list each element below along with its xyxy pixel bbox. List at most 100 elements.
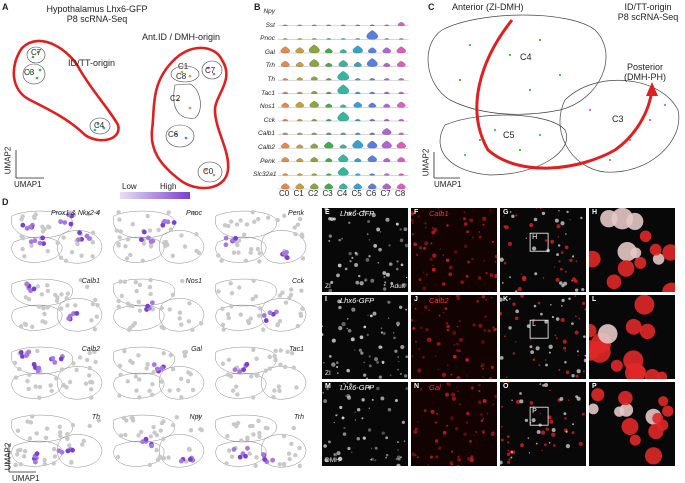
violin-shape	[311, 24, 317, 26]
micrograph-panel: L	[589, 295, 675, 379]
feature-plot-umap	[10, 346, 103, 400]
violin-shape	[398, 118, 405, 122]
violin-shape	[281, 102, 290, 108]
violin-shape	[369, 173, 376, 176]
violin-shape	[355, 38, 361, 40]
violin-shape	[311, 118, 318, 122]
violin-cluster-label: C0	[279, 189, 290, 198]
violin-shape	[324, 183, 334, 190]
feature-plot: Calb2	[8, 344, 104, 402]
violin-shape	[352, 139, 364, 149]
violin-shape	[369, 118, 376, 122]
violin-cluster-label: C7	[380, 189, 391, 198]
feature-plot-umap	[10, 210, 103, 264]
violin-shape	[282, 24, 288, 26]
feature-plot-umap	[10, 414, 103, 468]
micrograph-panel: E Lhx6-GFP ZI Adult	[322, 208, 408, 292]
panel-c-posterior-line1: Posterior	[626, 62, 663, 72]
violin-shape	[310, 143, 319, 149]
violin-shape	[309, 59, 320, 67]
feature-plot-umap	[214, 209, 307, 264]
violin-shape	[382, 128, 392, 135]
feature-plot: Prox1 & Nkx2-4	[8, 208, 104, 266]
panel-a-axis-x: UMAP1	[14, 180, 42, 189]
violin-shape	[297, 24, 303, 26]
violin-shape	[295, 101, 305, 108]
violin-shape	[311, 38, 317, 40]
micrograph-region-label: ZI	[325, 370, 331, 377]
violin-shape	[325, 91, 332, 94]
violin-shape	[309, 100, 319, 108]
violin-shape	[368, 102, 377, 108]
violin-plot	[278, 21, 409, 190]
panel-d-axes	[8, 444, 36, 473]
micrograph-marker-label: Calb1	[429, 209, 449, 218]
violin-shape	[396, 46, 406, 54]
violin-shape	[369, 78, 376, 81]
violin-shape	[355, 24, 361, 26]
cluster-label-c7: C7	[205, 66, 216, 75]
cluster-label-c8b: C8	[176, 72, 187, 81]
violin-shape	[296, 144, 304, 149]
violin-shape	[337, 111, 350, 122]
violin-cluster-label: C1	[293, 189, 304, 198]
panel-label-d: D	[2, 197, 9, 207]
violin-shape	[367, 140, 378, 149]
violin-gene-label: Slc32a1	[253, 171, 277, 179]
violin-shape	[296, 91, 303, 94]
feature-plot-umap	[214, 414, 307, 469]
feature-gene-label: Calb1	[81, 278, 100, 285]
micrograph-region-label: ZI	[325, 283, 331, 290]
violin-shape	[282, 173, 289, 176]
panel-c-c4: C4	[520, 52, 532, 62]
micrograph-marker-label: Gal	[429, 383, 441, 392]
violin-shape	[353, 61, 362, 67]
violin-shape	[381, 140, 392, 149]
panel-c-axis-y: UMAP2	[421, 148, 431, 177]
feature-plot-umap	[214, 278, 307, 332]
violin-shape	[367, 47, 377, 54]
violin-shape	[352, 45, 363, 54]
panel-a-title-line1: Hypothalamus Lhx6-GFP	[46, 4, 148, 14]
feature-gene-label: Prox1 & Nkx2-4	[50, 210, 100, 217]
feature-gene-label: Gal	[191, 346, 202, 353]
violin-shape	[338, 154, 349, 162]
violin-shape	[369, 24, 375, 26]
violin-shape	[295, 61, 304, 67]
micrograph-panel-label: M	[325, 383, 331, 390]
panel-c-title-line1: ID/TT-origin	[624, 2, 672, 12]
panel-a-title: Hypothalamus Lhx6-GFP P8 scRNA-Seq	[22, 4, 172, 24]
feature-plot: Gal	[110, 344, 206, 402]
micrograph-panel-label: I	[325, 296, 327, 303]
panel-c-c3: C3	[612, 114, 624, 124]
panel-d-axis-x: UMAP1	[12, 474, 40, 483]
violin-shape	[369, 132, 376, 135]
violin-shape	[354, 173, 361, 176]
violin-shape	[282, 118, 289, 122]
panel-c-anterior: Anterior (ZI-DMH)	[452, 2, 524, 12]
feature-plot-umap	[10, 277, 103, 332]
violin-shape	[367, 183, 377, 190]
violin-gene-label: Calb2	[258, 144, 275, 151]
feature-plot-umap	[112, 277, 205, 333]
feature-plot: Pnoc	[110, 208, 206, 266]
micrograph-gfp-label: Lhx6-GFP	[340, 383, 375, 392]
micrograph-panel-label: E	[325, 209, 330, 216]
violin-shape	[311, 90, 318, 94]
violin-shape	[296, 77, 303, 81]
violin-gene-label: Tac1	[261, 89, 275, 97]
panel-c-posterior-line2: (DMH-PH)	[624, 72, 666, 82]
micrograph-panel-label: K	[503, 296, 509, 303]
feature-plot: Penk	[212, 208, 308, 266]
micrograph-age-label: Adult	[390, 283, 405, 290]
violin-shape	[325, 157, 333, 162]
violin-shape	[398, 78, 405, 81]
violin-shape	[340, 24, 346, 26]
violin-shape	[383, 118, 390, 122]
violin-shape	[282, 78, 289, 81]
violin-shape	[338, 60, 348, 67]
feature-plot: Nos1	[110, 276, 206, 334]
violin-shape	[396, 183, 406, 190]
